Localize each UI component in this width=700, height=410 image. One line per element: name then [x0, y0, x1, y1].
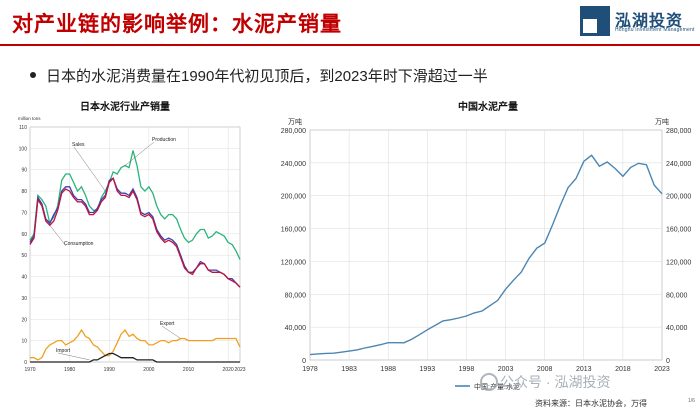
china-x-tick-label: 1983: [341, 366, 357, 373]
logo-icon: [580, 6, 610, 36]
japan-y-tick-label: 50: [21, 253, 27, 259]
japan-x-tick-label: 1980: [64, 367, 75, 373]
china-x-tick-label: 2018: [615, 366, 631, 373]
china-y-tick-label-right: 0: [666, 358, 670, 365]
japan-annotation-leader: [124, 141, 155, 166]
china-y-tick-label-left: 40,000: [285, 325, 307, 332]
china-x-tick-label: 2008: [537, 366, 553, 373]
china-y-tick-label-left: 0: [302, 358, 306, 365]
japan-y-tick-label: 100: [19, 146, 28, 152]
china-plot-area: [309, 129, 663, 361]
china-x-tick-label: 1988: [380, 366, 396, 373]
wechat-icon: [480, 373, 498, 391]
china-y-tick-label-right: 120,000: [666, 259, 691, 266]
japan-y-tick-label: 80: [21, 189, 27, 195]
japan-y-tick-label: 30: [21, 296, 27, 302]
watermark: 公众号 · 泓湖投资: [500, 374, 611, 390]
japan-y-tick-label: 20: [21, 317, 27, 323]
china-y-tick-label-right: 160,000: [666, 227, 691, 234]
bullet-point: 日本的水泥消费量在1990年代初见顶后，到2023年时下滑超过一半: [30, 65, 488, 86]
page-title: 对产业链的影响举例：水泥产销量: [12, 11, 342, 36]
japan-x-tick-label: 2020: [223, 367, 234, 373]
japan-x-tick-label: 2010: [183, 367, 194, 373]
bullet-text: 日本的水泥消费量在1990年代初见顶后，到2023年时下滑超过一半: [46, 68, 488, 85]
japan-annotation-leader: [73, 146, 106, 192]
japan-y-tick-label: 60: [21, 232, 27, 238]
japan-annotation-production: Production: [152, 137, 176, 143]
japan-annotation-leader: [161, 325, 181, 339]
china-y-tick-label-left: 80,000: [285, 292, 307, 299]
china-legend-label: 中国:产量:水泥: [474, 382, 520, 391]
china-series-production: [309, 154, 663, 356]
china-y-axis-label-left: 万吨: [288, 117, 302, 126]
page-number: 1/6: [688, 398, 695, 404]
japan-y-tick-label: 70: [21, 210, 27, 216]
japan-series-production: [29, 150, 241, 260]
china-y-tick-label-right: 280,000: [666, 128, 691, 135]
japan-x-tick-label: 2000: [143, 367, 154, 373]
japan-annotation-leader: [57, 352, 90, 361]
china-y-tick-label-left: 160,000: [281, 227, 306, 234]
china-y-tick-label-left: 120,000: [281, 259, 306, 266]
japan-annotation-consumption: Consumption: [64, 241, 94, 247]
brand-subtitle: Honghu Investment Management: [615, 27, 695, 33]
japan-x-tick-label: 1970: [24, 367, 35, 373]
japan-y-tick-label: 110: [19, 125, 27, 131]
china-y-tick-label-left: 200,000: [281, 194, 306, 201]
china-y-tick-label-right: 200,000: [666, 194, 691, 201]
bullet-icon: [30, 72, 36, 79]
china-x-tick-label: 2003: [498, 366, 514, 373]
china-chart-title: 中国水泥产量: [458, 102, 518, 113]
china-x-tick-label: 2013: [576, 366, 592, 373]
japan-series-consumption: [29, 177, 241, 288]
japan-y-axis-label: million tons: [18, 116, 41, 121]
china-y-tick-label-right: 80,000: [666, 292, 688, 299]
china-y-tick-label-right: 40,000: [666, 325, 688, 332]
japan-annotation-export: Export: [160, 321, 175, 327]
japan-y-tick-label: 90: [21, 168, 27, 174]
japan-annotation-sales: Sales: [72, 142, 85, 148]
japan-y-tick-label: 10: [21, 339, 27, 345]
japan-annotation-import: Import: [56, 348, 71, 354]
china-x-tick-label: 1978: [302, 366, 318, 373]
china-x-tick-label: 2023: [654, 366, 670, 373]
china-x-tick-label: 1998: [459, 366, 475, 373]
source-note: 资料来源：日本水泥协会，万得: [535, 399, 647, 408]
japan-y-tick-label: 40: [21, 275, 27, 281]
japan-y-tick-label: 0: [24, 360, 27, 366]
japan-chart-title: 日本水泥行业产销量: [80, 102, 170, 113]
china-y-tick-label-left: 280,000: [281, 128, 306, 135]
china-y-tick-label-right: 240,000: [666, 161, 691, 168]
japan-x-tick-label: 2023: [234, 367, 245, 373]
japan-x-tick-label: 1990: [104, 367, 115, 373]
china-y-tick-label-left: 240,000: [281, 161, 306, 168]
china-x-tick-label: 1993: [420, 366, 436, 373]
title-divider: [0, 44, 700, 46]
japan-series-export: [30, 328, 241, 361]
japan-annotation-leader: [49, 225, 67, 247]
japan-series-import: [30, 352, 240, 363]
china-y-axis-label-right: 万吨: [655, 117, 669, 126]
brand-name: 泓湖投资: [615, 13, 684, 30]
